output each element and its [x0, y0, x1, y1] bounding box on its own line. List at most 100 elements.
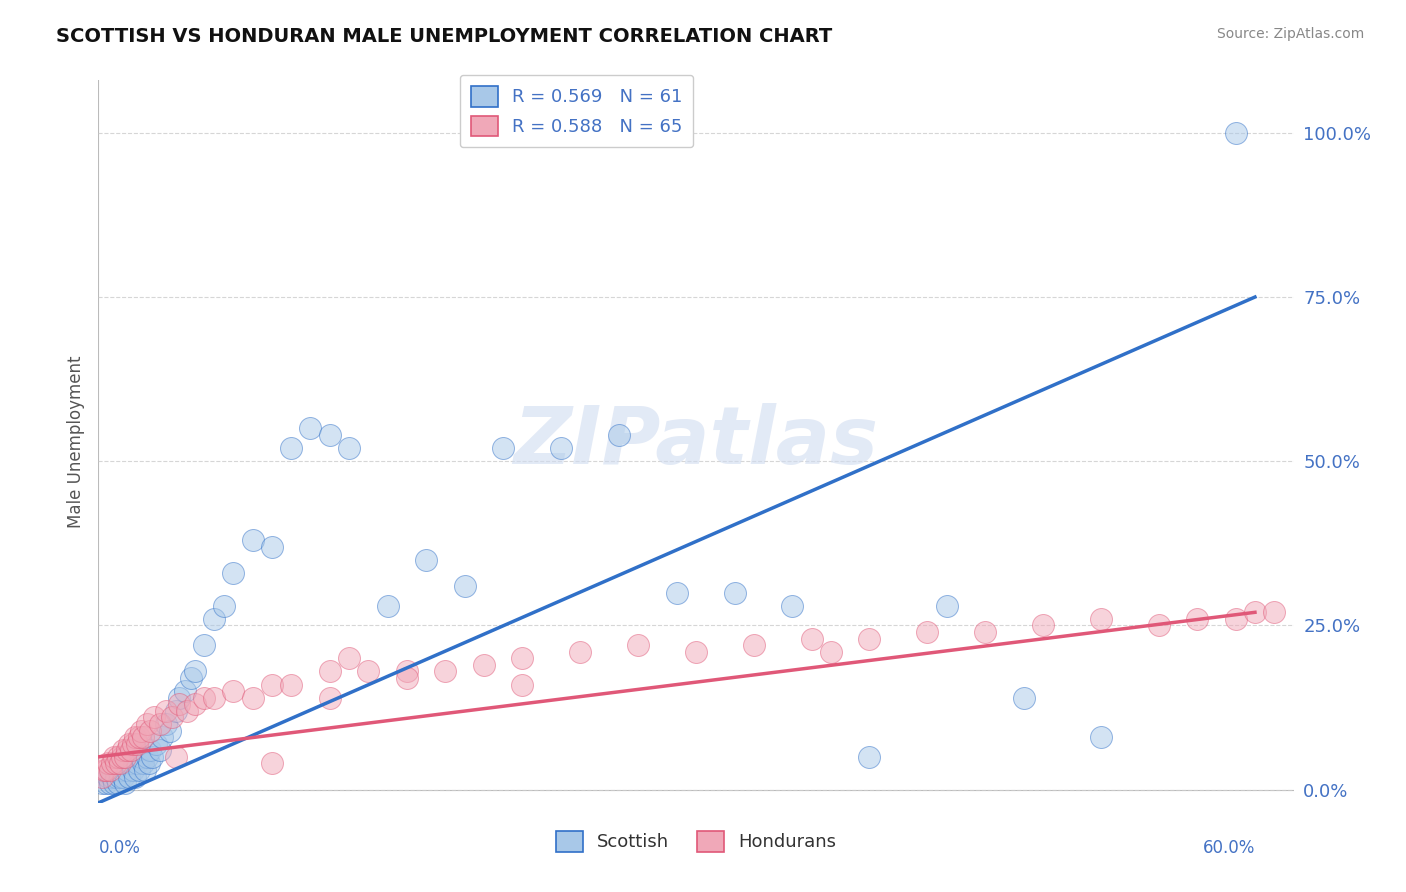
Point [319, 428, 342, 442]
Point [107, 749, 129, 764]
Point [453, 579, 475, 593]
Point [135, 717, 157, 731]
Point [917, 625, 939, 640]
Point [135, 749, 157, 764]
Point [165, 749, 187, 764]
Point [149, 717, 172, 731]
Text: 60.0%: 60.0% [1202, 838, 1256, 857]
Point [550, 441, 572, 455]
Point [742, 638, 765, 652]
Point [800, 632, 823, 646]
Point [280, 677, 302, 691]
Point [1012, 690, 1035, 705]
Point [377, 599, 399, 613]
Point [107, 776, 129, 790]
Point [193, 690, 215, 705]
Point [114, 776, 136, 790]
Point [145, 737, 167, 751]
Text: 0.0%: 0.0% [98, 838, 141, 857]
Point [1244, 605, 1267, 619]
Point [94, 763, 117, 777]
Point [935, 599, 957, 613]
Point [472, 657, 495, 672]
Point [1032, 618, 1054, 632]
Point [165, 704, 187, 718]
Point [155, 704, 177, 718]
Point [124, 730, 146, 744]
Point [1147, 618, 1170, 632]
Point [169, 698, 191, 712]
Point [357, 665, 380, 679]
Point [103, 749, 125, 764]
Point [134, 763, 156, 777]
Point [104, 756, 127, 771]
Point [98, 776, 121, 790]
Point [110, 749, 132, 764]
Point [120, 756, 142, 771]
Point [101, 770, 124, 784]
Point [723, 585, 745, 599]
Point [212, 599, 235, 613]
Point [1090, 730, 1112, 744]
Point [138, 756, 160, 771]
Point [149, 743, 172, 757]
Point [627, 638, 650, 652]
Legend: Scottish, Hondurans: Scottish, Hondurans [548, 823, 844, 859]
Point [492, 441, 515, 455]
Point [93, 763, 115, 777]
Point [118, 770, 141, 784]
Point [395, 671, 418, 685]
Point [782, 599, 804, 613]
Point [108, 770, 131, 784]
Point [97, 770, 120, 784]
Point [97, 756, 120, 771]
Point [665, 585, 688, 599]
Point [1225, 126, 1247, 140]
Point [858, 632, 880, 646]
Point [132, 730, 155, 744]
Point [112, 743, 135, 757]
Point [280, 441, 302, 455]
Point [117, 743, 139, 757]
Point [1263, 605, 1285, 619]
Point [91, 776, 114, 790]
Point [103, 776, 125, 790]
Point [139, 723, 162, 738]
Point [128, 730, 150, 744]
Text: Source: ZipAtlas.com: Source: ZipAtlas.com [1216, 27, 1364, 41]
Point [202, 612, 225, 626]
Point [94, 776, 117, 790]
Point [110, 763, 132, 777]
Point [337, 651, 360, 665]
Point [260, 756, 283, 771]
Point [141, 749, 163, 764]
Point [242, 533, 264, 547]
Point [222, 684, 245, 698]
Point [114, 749, 136, 764]
Point [569, 645, 592, 659]
Point [98, 763, 121, 777]
Point [129, 749, 152, 764]
Point [685, 645, 707, 659]
Point [858, 749, 880, 764]
Text: SCOTTISH VS HONDURAN MALE UNEMPLOYMENT CORRELATION CHART: SCOTTISH VS HONDURAN MALE UNEMPLOYMENT C… [56, 27, 832, 45]
Point [120, 743, 142, 757]
Point [337, 441, 360, 455]
Point [434, 665, 457, 679]
Point [159, 723, 181, 738]
Point [820, 645, 842, 659]
Y-axis label: Male Unemployment: Male Unemployment [66, 355, 84, 528]
Point [174, 684, 197, 698]
Point [139, 743, 162, 757]
Point [260, 540, 283, 554]
Point [1090, 612, 1112, 626]
Point [184, 665, 207, 679]
Point [118, 737, 141, 751]
Point [319, 665, 342, 679]
Point [260, 677, 283, 691]
Point [415, 553, 437, 567]
Point [319, 690, 342, 705]
Point [180, 671, 202, 685]
Point [132, 756, 155, 771]
Point [176, 704, 198, 718]
